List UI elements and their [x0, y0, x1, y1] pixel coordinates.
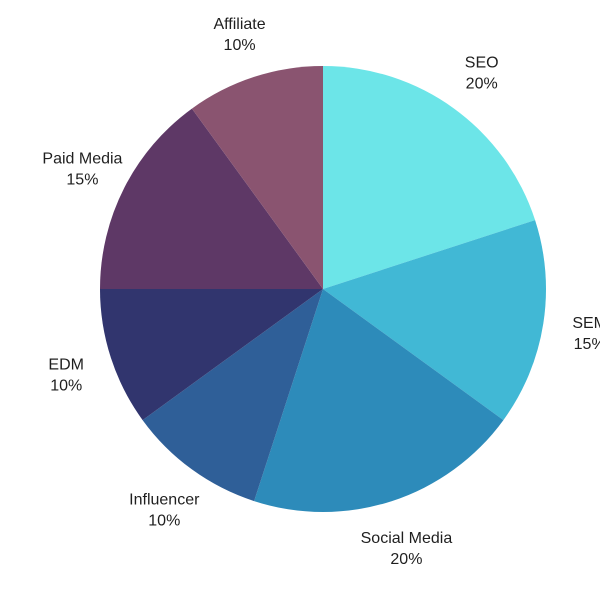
slice-value-label: 15%	[574, 336, 600, 353]
slice-label-affiliate: Affiliate 10%	[213, 16, 265, 54]
slice-category-label: Influencer	[129, 491, 200, 508]
slice-value-label: 15%	[66, 171, 98, 188]
pie-slice-social-media	[254, 289, 504, 513]
slice-value-label: 10%	[50, 377, 82, 394]
slice-label-seo: SEO 20%	[465, 55, 499, 93]
pie-slice-influencer	[142, 289, 323, 502]
pie-slice-sem	[323, 220, 547, 421]
slice-category-label: SEO	[465, 55, 499, 72]
slice-category-label: Social Media	[361, 530, 453, 547]
pie-slice-edm	[100, 289, 323, 421]
slice-label-influencer: Influencer 10%	[129, 491, 200, 529]
pie-slice-affiliate	[191, 66, 323, 289]
slice-category-label: Paid Media	[42, 150, 122, 167]
slice-category-label: Affiliate	[213, 16, 265, 33]
slice-value-label: 20%	[466, 76, 498, 93]
pie-labels: SEO 20% SEM 15% Social Media 20% Influencer 10%…	[42, 16, 600, 568]
pie-slice-seo	[323, 66, 536, 289]
slice-value-label: 10%	[148, 512, 180, 529]
slice-label-edm: EDM 10%	[48, 356, 84, 394]
slice-value-label: 20%	[390, 551, 422, 568]
slice-label-social-media: Social Media 20%	[361, 530, 453, 568]
pie-slices	[100, 66, 547, 513]
pie-slice-paid-media	[100, 108, 323, 290]
slice-label-paid-media: Paid Media 15%	[42, 150, 122, 188]
slice-value-label: 10%	[224, 37, 256, 54]
slice-category-label: SEM	[572, 315, 600, 332]
slice-category-label: EDM	[48, 356, 84, 373]
slice-label-sem: SEM 15%	[572, 315, 600, 353]
